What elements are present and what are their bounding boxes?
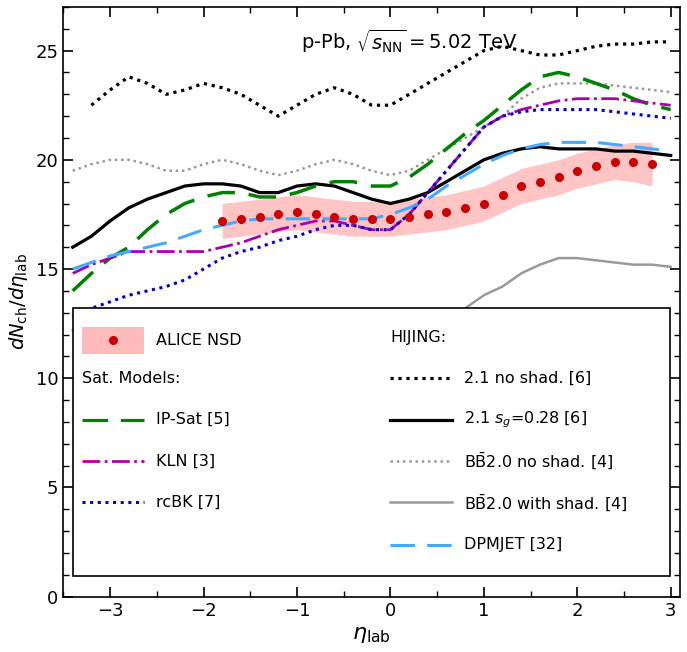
Text: B$\bar{\rm B}$2.0 with shad. [4]: B$\bar{\rm B}$2.0 with shad. [4]: [464, 492, 628, 512]
Text: HIJING:: HIJING:: [390, 330, 447, 345]
Text: 2.1 $s_g$=0.28 [6]: 2.1 $s_g$=0.28 [6]: [464, 409, 587, 430]
X-axis label: $\eta_{\mathrm{lab}}$: $\eta_{\mathrm{lab}}$: [352, 625, 391, 645]
Bar: [73, 308, 670, 576]
Text: DPMJET [32]: DPMJET [32]: [464, 537, 563, 552]
Text: IP-Sat [5]: IP-Sat [5]: [156, 412, 229, 427]
Text: p-Pb, $\sqrt{s_{\mathrm{NN}}} = 5.02$ TeV: p-Pb, $\sqrt{s_{\mathrm{NN}}} = 5.02$ Te…: [301, 27, 517, 55]
Text: KLN [3]: KLN [3]: [156, 454, 215, 469]
Text: rcBK [7]: rcBK [7]: [156, 495, 221, 510]
Text: B$\bar{\rm B}$2.0 no shad. [4]: B$\bar{\rm B}$2.0 no shad. [4]: [464, 451, 613, 471]
Bar: [82, 327, 144, 353]
Text: ALICE NSD: ALICE NSD: [156, 333, 242, 348]
Text: Sat. Models:: Sat. Models:: [82, 371, 180, 386]
Y-axis label: $dN_{\mathrm{ch}}/d\eta_{\mathrm{lab}}$: $dN_{\mathrm{ch}}/d\eta_{\mathrm{lab}}$: [7, 253, 30, 350]
Text: 2.1 no shad. [6]: 2.1 no shad. [6]: [464, 371, 592, 386]
